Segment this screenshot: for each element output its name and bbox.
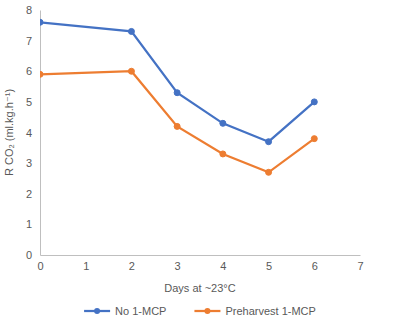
tick-label: 4	[26, 127, 32, 139]
tick: 5	[26, 96, 40, 108]
marker	[266, 169, 272, 175]
tick-label: 3	[26, 157, 32, 169]
tick: 0	[26, 249, 40, 261]
tick: 8	[26, 4, 40, 16]
series-line	[40, 71, 314, 172]
marker	[174, 90, 180, 96]
y-axis-title: R CO₂ (ml.kg.h⁻¹)	[3, 89, 15, 176]
tick-label: 3	[175, 260, 181, 272]
tick: 6	[312, 255, 318, 272]
tick: 1	[83, 255, 89, 272]
tick-label: 1	[26, 218, 32, 230]
x-axis: 0 1 2 3 4 5 6 7	[37, 255, 363, 272]
tick-label: 7	[357, 260, 363, 272]
tick: 7	[357, 255, 363, 272]
marker	[266, 139, 272, 145]
legend-marker	[204, 308, 210, 314]
tick-label: 1	[83, 260, 89, 272]
tick: 6	[26, 65, 40, 77]
marker	[128, 68, 134, 74]
legend: No 1-MCP Preharvest 1-MCP	[84, 305, 316, 317]
tick: 3	[175, 255, 181, 272]
tick: 2	[129, 255, 135, 272]
marker	[311, 99, 317, 105]
chart: 0 1 2 3 4 5 6 7 0 1 2 3 4 5 6 7 8 Days at ~23°C R CO₂ (ml.…	[0, 0, 400, 319]
tick: 1	[26, 218, 40, 230]
legend-marker	[94, 308, 100, 314]
tick: 4	[220, 255, 226, 272]
tick-label: 0	[37, 260, 43, 272]
tick-label: 4	[220, 260, 226, 272]
plot-area	[40, 19, 317, 175]
tick: 2	[26, 188, 40, 200]
y-axis: 0 1 2 3 4 5 6 7 8	[26, 4, 41, 261]
tick-label: 0	[26, 249, 32, 261]
tick-label: 7	[26, 35, 32, 47]
tick: 0	[37, 255, 43, 272]
marker	[311, 136, 317, 142]
tick: 7	[26, 35, 40, 47]
axis-line	[41, 255, 361, 256]
marker	[40, 71, 43, 77]
tick-label: 6	[312, 260, 318, 272]
legend-label: No 1-MCP	[115, 305, 166, 317]
legend-item: No 1-MCP	[84, 305, 166, 317]
tick-label: 5	[26, 96, 32, 108]
tick-label: 8	[26, 4, 32, 16]
marker	[220, 151, 226, 157]
tick-label: 6	[26, 65, 32, 77]
axis-line	[40, 11, 41, 256]
marker	[40, 19, 43, 25]
tick-label: 2	[26, 188, 32, 200]
tick: 4	[26, 127, 40, 139]
tick: 3	[26, 157, 40, 169]
tick-label: 2	[129, 260, 135, 272]
marker	[128, 28, 134, 34]
marker	[220, 120, 226, 126]
tick-label: 5	[266, 260, 272, 272]
series-line	[40, 22, 314, 141]
x-axis-title: Days at ~23°C	[164, 282, 235, 294]
marker	[174, 123, 180, 129]
legend-item: Preharvest 1-MCP	[194, 305, 315, 317]
legend-label: Preharvest 1-MCP	[225, 305, 315, 317]
tick: 5	[266, 255, 272, 272]
